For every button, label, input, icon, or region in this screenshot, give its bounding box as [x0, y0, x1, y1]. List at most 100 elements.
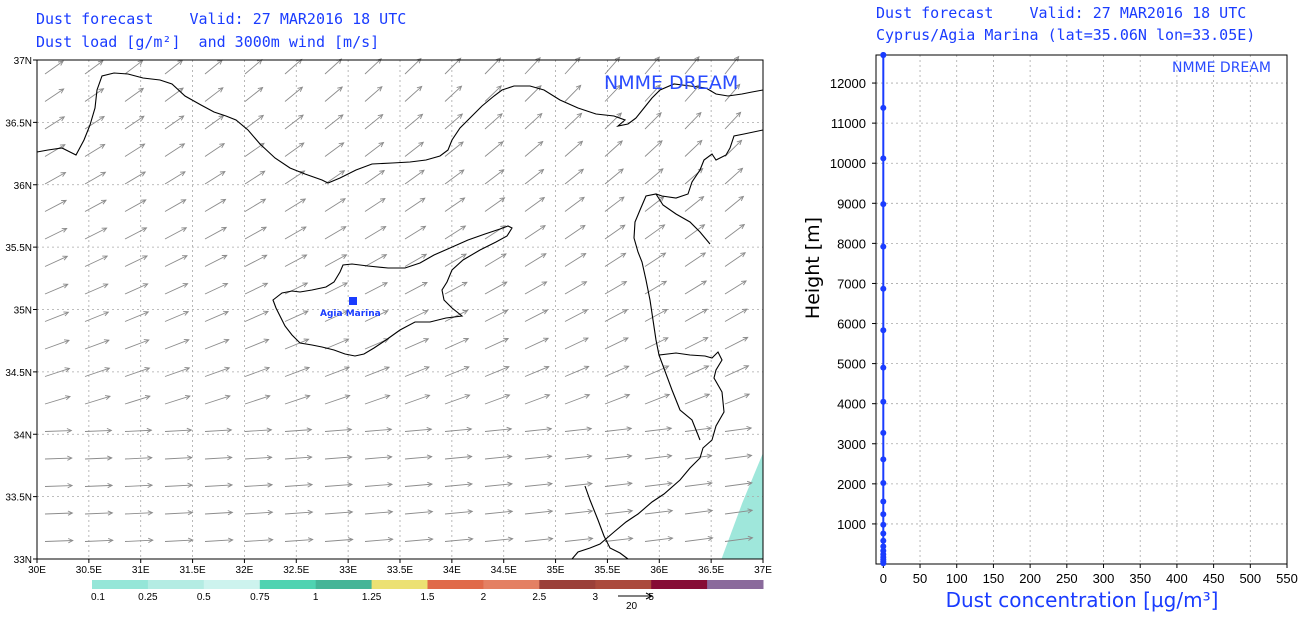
- profile-y-tick-label: 1000: [837, 517, 866, 532]
- wind-arrow: [524, 281, 548, 295]
- wind-arrow: [44, 395, 72, 405]
- wind-arrow: [204, 310, 230, 322]
- wind-arrow: [84, 427, 113, 434]
- wind-arrow: [364, 482, 394, 488]
- wind-arrow: [164, 311, 190, 322]
- wind-arrow: [444, 366, 470, 377]
- colorbar-label: 0.25: [138, 592, 158, 603]
- wind-arrow: [364, 86, 383, 102]
- wind-arrow: [524, 253, 547, 267]
- wind-arrow: [44, 60, 64, 75]
- colorbar-swatch: [315, 580, 373, 589]
- wind-arrow: [484, 281, 508, 295]
- wind-arrow: [324, 454, 353, 460]
- wind-arrow: [244, 254, 268, 267]
- profile-y-tick-label: 12000: [830, 76, 866, 91]
- wind-arrow: [284, 170, 306, 185]
- wind-arrow: [244, 509, 274, 516]
- wind-arrow: [164, 171, 186, 185]
- wind-arrow: [444, 481, 474, 487]
- wind-arrow: [44, 428, 73, 434]
- profile-point: [880, 243, 887, 250]
- wind-arrow: [164, 510, 194, 516]
- colorbar-swatch: [651, 580, 708, 589]
- profile-point: [880, 530, 887, 537]
- colorbar-label: 0.1: [91, 592, 105, 603]
- turkey-coastline: [36, 72, 764, 184]
- wind-arrow: [484, 509, 514, 515]
- wind-arrow: [164, 455, 193, 461]
- wind-arrow: [564, 224, 586, 240]
- wind-arrow: [164, 427, 193, 433]
- wind-arrow: [44, 255, 69, 267]
- longitude-tick-label: 37E: [754, 565, 772, 576]
- wind-arrow: [324, 338, 350, 350]
- wind-arrow: [44, 483, 74, 489]
- wind-arrow: [404, 310, 429, 322]
- map-brand-label: NMME DREAM: [604, 72, 738, 94]
- profile-x-tick-label: 550: [1276, 571, 1298, 586]
- wind-arrow: [484, 169, 505, 185]
- profile-frame: [875, 54, 1288, 565]
- wind-arrow: [484, 113, 503, 130]
- wind-arrow: [724, 508, 754, 515]
- wind-arrow: [324, 170, 346, 185]
- wind-arrow: [684, 139, 703, 157]
- wind-arrow: [164, 283, 189, 295]
- wind-arrow: [164, 366, 191, 377]
- wind-arrow: [364, 536, 394, 543]
- wind-arrow: [724, 308, 748, 322]
- wind-arrow: [204, 170, 226, 185]
- wind-arrow: [404, 454, 433, 460]
- wind-arrow: [444, 57, 462, 75]
- latitude-tick-label: 34.5N: [5, 368, 32, 379]
- longitude-tick-label: 35.5E: [594, 565, 620, 576]
- wind-arrow: [604, 393, 631, 405]
- colorbar-swatch: [427, 580, 484, 589]
- wind-arrow: [164, 394, 191, 405]
- colorbar-swatch: [203, 580, 261, 589]
- wind-arrow: [324, 509, 354, 515]
- wind-arrow: [124, 199, 147, 212]
- syria-border: [655, 193, 711, 245]
- wind-arrow: [204, 198, 227, 212]
- wind-arrow: [204, 366, 231, 377]
- profile-y-tick-label: 10000: [830, 156, 866, 171]
- profile-point: [880, 155, 887, 162]
- wind-arrow: [444, 85, 463, 102]
- wind-arrow: [724, 167, 744, 185]
- wind-arrow: [564, 426, 593, 432]
- levant-coastline: [571, 129, 764, 560]
- wind-arrow: [444, 309, 469, 322]
- colorbar-swatch: [539, 580, 596, 589]
- wind-arrow: [444, 394, 471, 405]
- wind-arrow: [284, 537, 314, 543]
- latitude-tick-label: 36N: [14, 181, 32, 192]
- wind-arrow: [644, 252, 667, 267]
- wind-arrow: [324, 366, 351, 377]
- profile-point: [880, 429, 887, 436]
- wind-arrow: [204, 510, 234, 516]
- wind-arrow: [284, 394, 311, 405]
- wind-arrow: [244, 482, 274, 488]
- wind-arrow: [524, 426, 553, 432]
- wind-arrow: [84, 455, 113, 461]
- colorbar-label: 1: [313, 592, 319, 603]
- wind-arrow: [364, 394, 391, 405]
- wind-arrow: [164, 482, 194, 488]
- latitude-tick-label: 35N: [14, 306, 32, 317]
- wind-arrow: [124, 455, 153, 461]
- wind-arrow: [564, 365, 590, 377]
- wind-arrow: [124, 59, 144, 75]
- profile-brand-label: NMME DREAM: [1172, 60, 1271, 76]
- wind-arrow: [564, 281, 588, 295]
- wind-arrow: [724, 139, 743, 157]
- colorbar-label: 1.25: [362, 592, 382, 603]
- wind-arrow: [84, 199, 107, 212]
- wind-arrow: [564, 252, 587, 267]
- wind-arrow: [604, 337, 629, 350]
- profile-grid: [876, 55, 1287, 564]
- wind-arrow: [324, 427, 353, 433]
- wind-arrow: [324, 482, 354, 488]
- wind-arrow: [124, 367, 151, 377]
